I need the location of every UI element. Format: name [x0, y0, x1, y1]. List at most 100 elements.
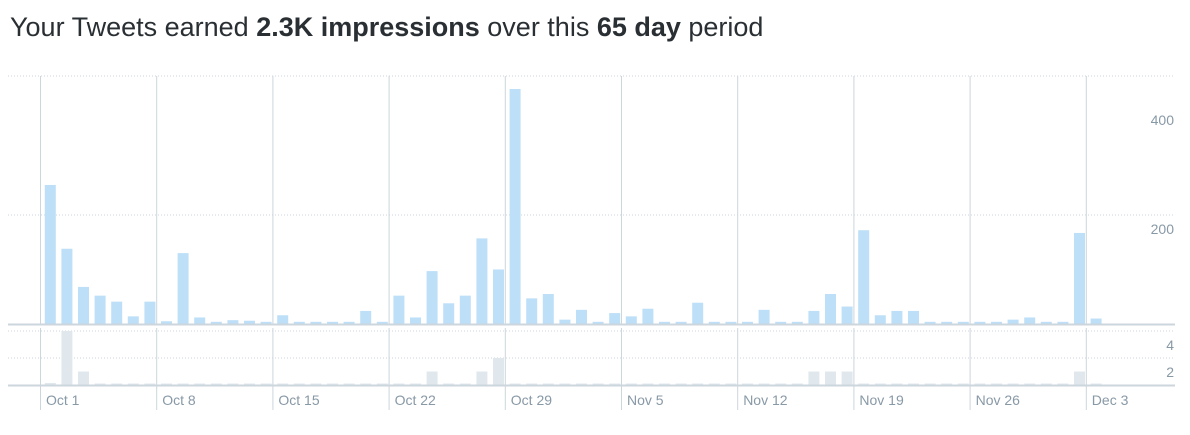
impressions-bar	[559, 319, 571, 324]
engagements-bar	[874, 383, 886, 385]
engagements-bar	[908, 383, 919, 385]
engagements-bar	[227, 383, 239, 385]
engagements-bar	[659, 383, 670, 385]
headline-suffix: period	[680, 12, 764, 42]
engagements-bar	[244, 383, 255, 385]
engagements-bar	[1074, 371, 1085, 385]
engagements-bar	[1090, 383, 1102, 385]
impressions-bar	[775, 321, 787, 324]
engagements-bar	[891, 383, 903, 385]
impressions-bar	[144, 301, 156, 324]
impressions-bar	[941, 321, 953, 324]
engagements-bar	[808, 371, 820, 385]
impressions-bar	[194, 317, 206, 324]
engagements-bar	[459, 383, 471, 385]
headline-middle: over this	[479, 12, 597, 42]
impressions-bar	[692, 302, 704, 324]
labels-layer: 200 400 2 4 Oct 1 Oct 8 Oct 15 Oct 22 Oct 29 Nov …	[46, 112, 1174, 408]
impressions-bar	[1024, 317, 1036, 324]
engagements-bar	[758, 383, 770, 385]
engagements-bar	[742, 383, 753, 385]
engagements-bar	[924, 383, 936, 385]
engagements-bar	[642, 383, 654, 385]
period-length: 65 day	[596, 12, 681, 42]
engagements-bar	[991, 383, 1002, 385]
x-tick-label: Oct 22	[395, 392, 436, 408]
x-tick-label: Nov 19	[859, 392, 904, 408]
impressions-bar	[808, 310, 820, 324]
engagements-bar	[825, 371, 836, 385]
impressions-bar	[825, 294, 836, 324]
engagements-bar	[61, 331, 73, 385]
impressions-bar	[78, 286, 89, 324]
impressions-bar	[1057, 321, 1069, 324]
impressions-bar	[277, 315, 289, 324]
x-tick-label: Nov 12	[743, 392, 788, 408]
engagements-bar	[360, 383, 372, 385]
axes-layer	[8, 323, 1175, 387]
engagements-bar	[708, 383, 720, 385]
impressions-bar	[310, 321, 322, 324]
impressions-bar	[443, 303, 455, 324]
x-tick-label: Oct 15	[278, 392, 319, 408]
engagements-bar	[293, 383, 305, 385]
engagements-bar	[692, 383, 704, 385]
engagements-bar	[476, 371, 488, 385]
impressions-bar	[1040, 321, 1052, 324]
impressions-bar	[476, 238, 488, 324]
impressions-bar	[542, 294, 554, 324]
engagements-bar	[310, 383, 322, 385]
engagements-bar	[410, 383, 421, 385]
impressions-bar	[858, 230, 870, 324]
engagements-bar	[858, 383, 870, 385]
impressions-bar	[526, 298, 538, 324]
engagements-bars	[44, 331, 1102, 385]
engagements-bar	[393, 383, 405, 385]
headline: Your Tweets earned 2.3K impressions over…	[10, 12, 763, 43]
impressions-bar	[758, 309, 770, 324]
x-tick-label: Oct 8	[162, 392, 196, 408]
engagements-bar	[111, 383, 123, 385]
engagements-bar	[127, 383, 139, 385]
engagements-bar	[625, 383, 637, 385]
impressions-bar	[791, 321, 803, 324]
engagements-bar	[542, 383, 554, 385]
impressions-bar	[974, 321, 986, 324]
impressions-bar	[891, 310, 903, 324]
impressions-bar	[509, 89, 521, 324]
impressions-bar	[841, 306, 853, 324]
x-tick-label: Oct 29	[511, 392, 552, 408]
impressions-bar	[127, 316, 139, 324]
engagements-bar	[493, 358, 504, 385]
engagements-bar	[78, 371, 89, 385]
impressions-bar	[376, 321, 388, 324]
engagements-bar	[609, 383, 621, 385]
impressions-bar	[327, 321, 338, 324]
engagements-bar	[1040, 383, 1052, 385]
impressions-bar	[659, 321, 670, 324]
grid-layer	[8, 75, 1175, 410]
engagements-bar	[974, 383, 986, 385]
impressions-bar	[708, 321, 720, 324]
impressions-bar	[1007, 319, 1019, 324]
engagements-bar	[343, 383, 355, 385]
impressions-bar	[161, 321, 172, 324]
engagements-bar	[94, 383, 106, 385]
impressions-bar	[343, 321, 355, 324]
engagements-bar	[576, 383, 587, 385]
impressions-bar	[227, 320, 239, 324]
impressions-bar	[61, 248, 73, 324]
engagements-bar	[1007, 383, 1019, 385]
engagements-bar	[1024, 383, 1036, 385]
bottom-y-tick-label: 2	[1166, 364, 1174, 380]
impressions-bar	[725, 321, 737, 324]
impressions-bar	[609, 313, 621, 324]
engagements-bar	[592, 383, 604, 385]
engagements-bar	[1057, 383, 1069, 385]
x-tick-label: Nov 5	[627, 392, 664, 408]
impressions-bar	[957, 321, 969, 324]
impressions-bar	[1074, 232, 1085, 324]
bottom-y-tick-label: 4	[1166, 337, 1174, 353]
impressions-bar	[177, 253, 189, 324]
